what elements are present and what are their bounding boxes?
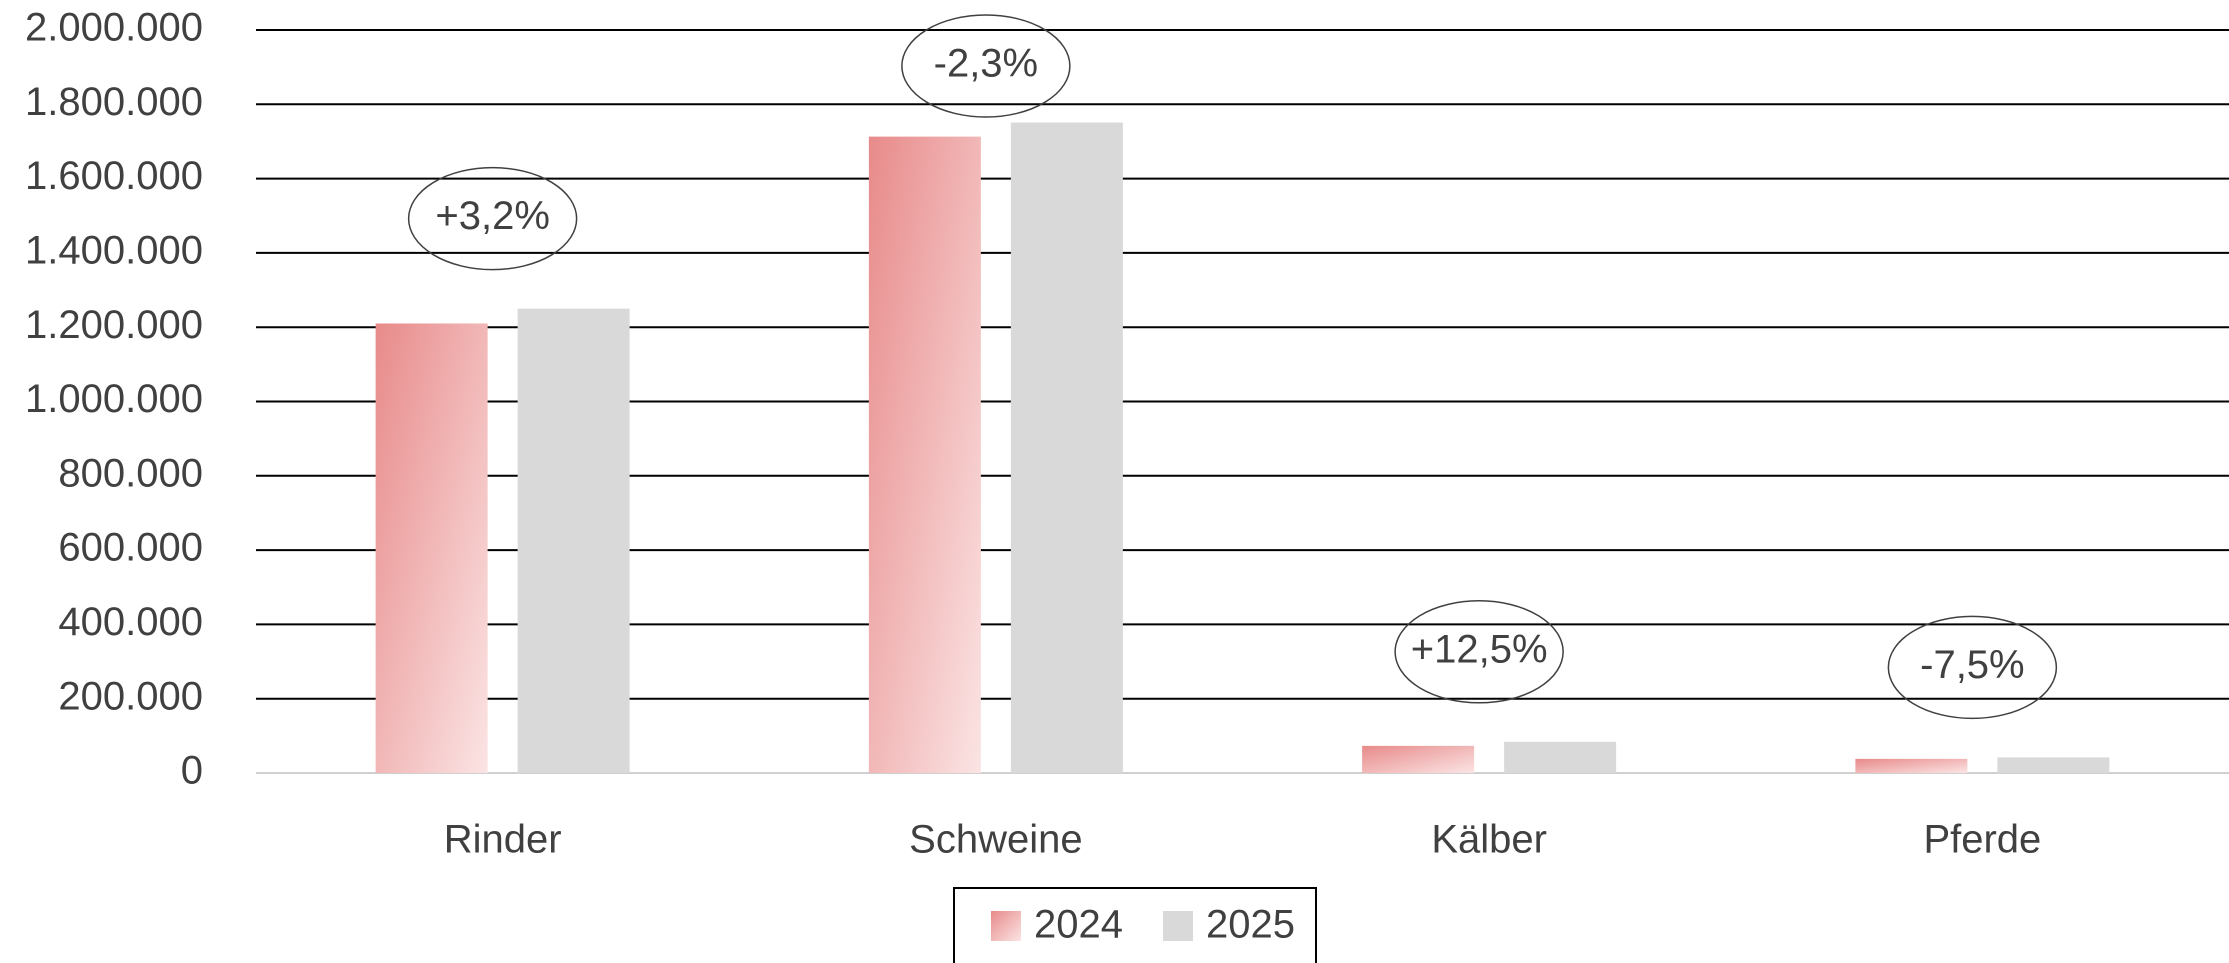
legend-swatch: [991, 911, 1021, 941]
x-tick-label: Schweine: [909, 818, 1082, 862]
y-tick-label: 0: [181, 749, 203, 793]
annotation: +3,2%: [435, 194, 550, 238]
annotation: +12,5%: [1411, 627, 1548, 671]
bar: [517, 308, 630, 773]
legend-swatch: [1163, 911, 1193, 941]
annotation: -2,3%: [934, 42, 1039, 86]
bar: [1010, 122, 1123, 774]
y-tick-label: 1.600.000: [25, 154, 203, 198]
y-tick-label: 200.000: [58, 674, 203, 718]
bar: [1362, 745, 1475, 773]
annotation-ellipse: [1394, 600, 1564, 704]
y-tick-label: 1.000.000: [25, 377, 203, 421]
bar: [1997, 757, 2110, 773]
bar: [375, 323, 488, 773]
bar: [1855, 758, 1968, 773]
annotation-ellipse: [901, 14, 1071, 118]
y-tick-label: 600.000: [58, 526, 203, 570]
y-tick-label: 1.400.000: [25, 228, 203, 272]
legend-label: 2024: [1034, 903, 1123, 947]
annotation: -7,5%: [1920, 643, 2025, 687]
bar: [1504, 741, 1617, 773]
y-tick-label: 800.000: [58, 451, 203, 495]
y-tick-label: 1.800.000: [25, 80, 203, 124]
y-tick-label: 2.000.000: [25, 6, 203, 50]
y-tick-label: 400.000: [58, 600, 203, 644]
legend-label: 2025: [1206, 903, 1295, 947]
x-tick-label: Kälber: [1431, 818, 1547, 862]
x-tick-label: Rinder: [444, 818, 562, 862]
bar: [868, 136, 981, 774]
annotation-ellipse: [1887, 615, 2058, 720]
y-tick-label: 1.200.000: [25, 303, 203, 347]
annotation-ellipse: [407, 166, 578, 271]
x-tick-label: Pferde: [1923, 818, 2041, 862]
